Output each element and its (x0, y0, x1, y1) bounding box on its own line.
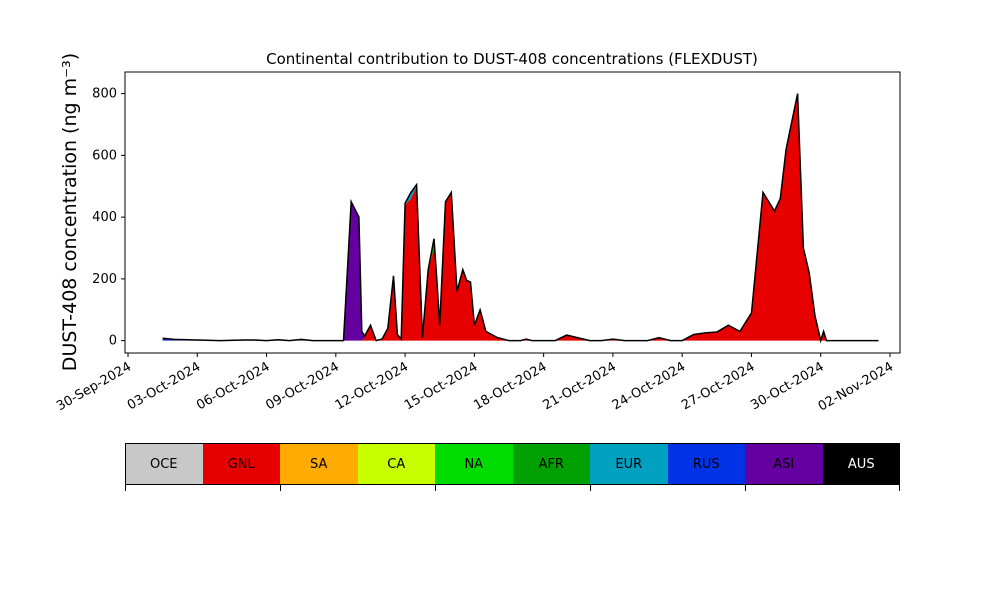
legend-tick (745, 485, 746, 491)
legend-tick (590, 485, 591, 491)
chart-title: Continental contribution to DUST-408 con… (266, 50, 758, 68)
y-tick-label: 200 (92, 272, 117, 287)
x-tick-label: 12-Oct-2024 (333, 359, 411, 413)
y-axis-label: DUST-408 concentration (ng m⁻³) (59, 53, 81, 371)
legend-item-aus: AUS (822, 443, 900, 485)
area-gnl (162, 93, 879, 341)
x-tick-label: 03-Oct-2024 (125, 359, 203, 413)
y-tick-label: 400 (92, 210, 117, 225)
x-tick-label: 06-Oct-2024 (194, 359, 272, 413)
legend-item-rus: RUS (667, 443, 745, 485)
plot-area (162, 93, 879, 344)
total-line (162, 93, 879, 344)
y-tick-label: 800 (92, 87, 117, 102)
legend-item-sa: SA (280, 443, 358, 485)
legend-tick (280, 485, 281, 491)
y-tick-label: 600 (92, 148, 117, 163)
x-tick-label: 30-Oct-2024 (748, 359, 826, 413)
legend-item-asi: ASI (745, 443, 823, 485)
legend-item-na: NA (435, 443, 513, 485)
legend-item-gnl: GNL (202, 443, 280, 485)
x-tick-label: 21-Oct-2024 (541, 359, 619, 413)
x-tick-label: 09-Oct-2024 (263, 359, 341, 413)
legend-item-eur: EUR (590, 443, 668, 485)
legend-tick (899, 485, 900, 491)
legend-item-afr: AFR (512, 443, 590, 485)
legend-tick (435, 485, 436, 491)
x-tick-label: 15-Oct-2024 (402, 359, 480, 413)
plot-frame (124, 71, 901, 354)
x-tick-label: 18-Oct-2024 (471, 359, 549, 413)
legend-item-ca: CA (357, 443, 435, 485)
legend-item-oce: OCE (125, 443, 203, 485)
x-tick-label: 24-Oct-2024 (610, 359, 688, 413)
x-tick-label: 02-Nov-2024 (816, 359, 896, 414)
legend-tick (125, 485, 126, 491)
y-tick-label: 0 (109, 334, 117, 349)
x-tick-label: 27-Oct-2024 (679, 359, 757, 413)
